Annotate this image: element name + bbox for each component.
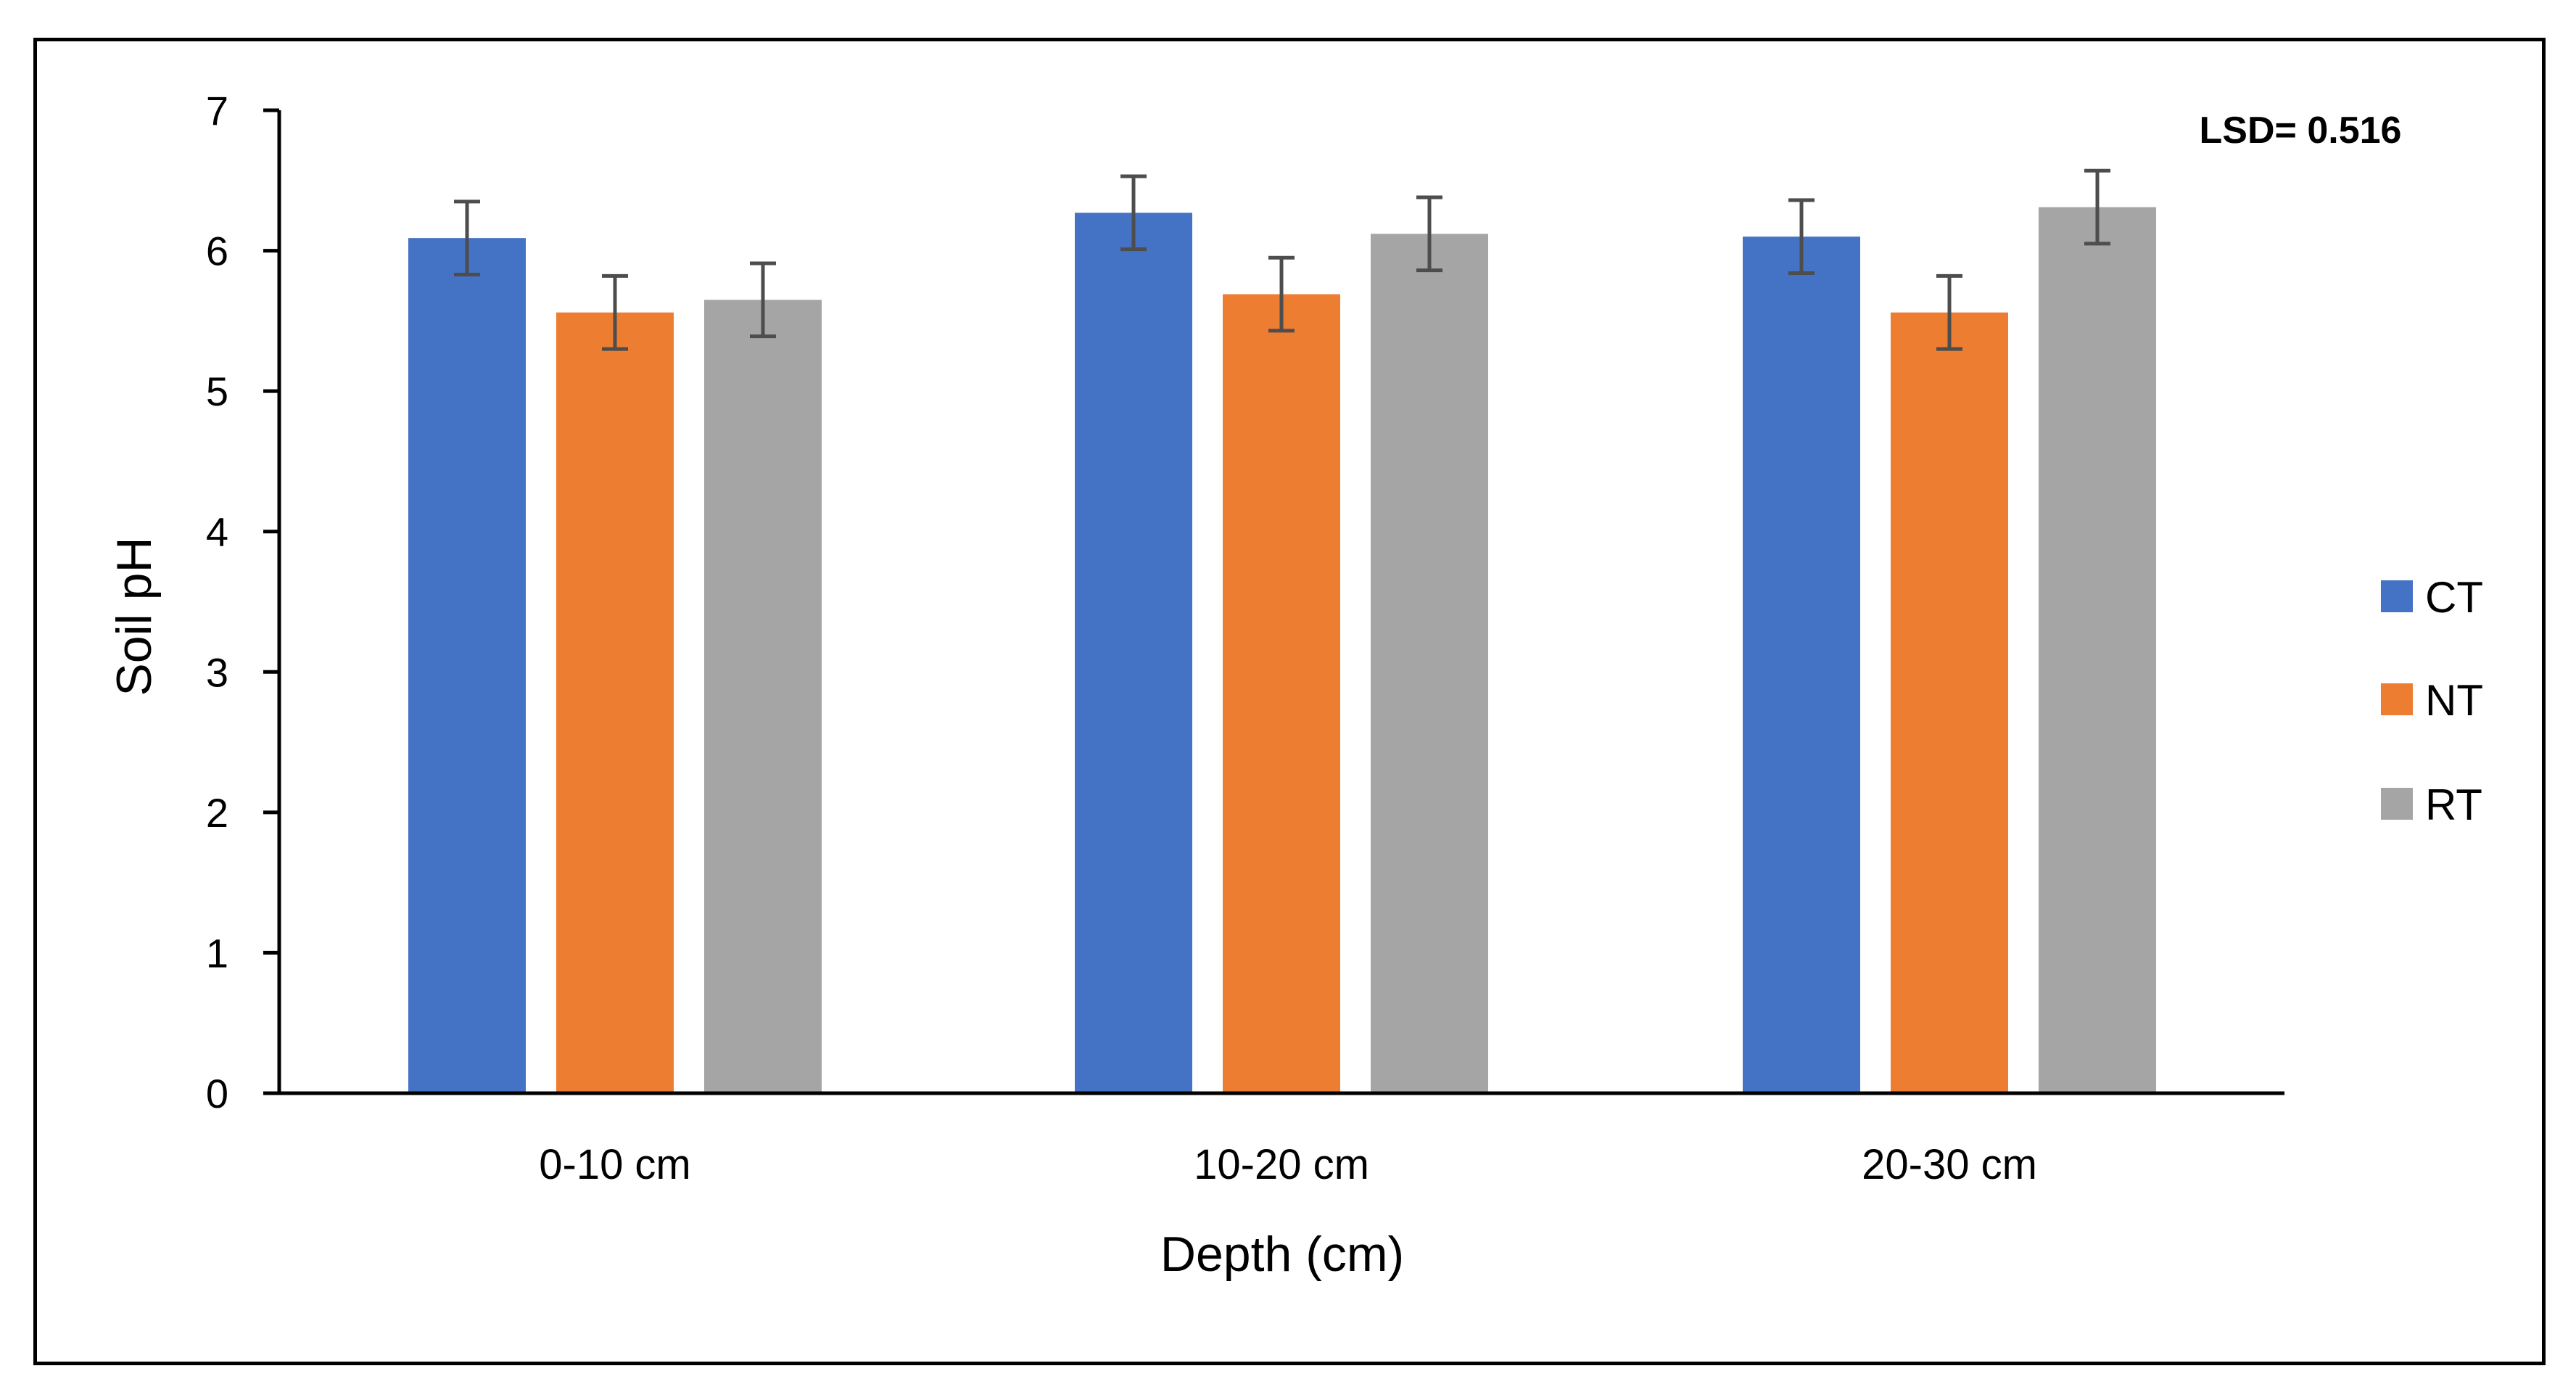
legend-swatch <box>2381 580 2413 612</box>
bar-rt-2 <box>1371 234 1488 1093</box>
bar-nt-3 <box>1891 312 2008 1093</box>
legend-item-rt: RT <box>2381 781 2482 829</box>
y-tick-label: 1 <box>206 930 228 976</box>
bar-nt-1 <box>556 312 674 1093</box>
error-bar-rt-2 <box>1416 195 1442 273</box>
x-tick-label: 0-10 cm <box>539 1141 691 1188</box>
bar-ct-3 <box>1743 236 1860 1093</box>
x-axis-title: Depth (cm) <box>1160 1227 1404 1282</box>
bar-nt-2 <box>1223 294 1340 1093</box>
error-bar-rt-3 <box>2084 168 2110 246</box>
bar-ct-2 <box>1075 213 1192 1093</box>
bar-ct-1 <box>408 238 526 1093</box>
legend-swatch <box>2381 683 2413 715</box>
bar-rt-3 <box>2039 207 2156 1093</box>
y-tick-label: 6 <box>206 229 228 274</box>
legend-item-nt: NT <box>2381 676 2483 725</box>
plot-area <box>408 168 2156 1094</box>
y-tick-label: 3 <box>206 649 228 695</box>
y-axis-title: Soil pH <box>107 537 162 696</box>
x-tick-labels: 0-10 cm 10-20 cm 20-30 cm <box>539 1141 2037 1188</box>
legend-label: RT <box>2425 781 2482 829</box>
error-bar-rt-1 <box>750 261 776 339</box>
bar-rt-1 <box>704 300 822 1094</box>
error-bar-nt-1 <box>602 273 628 351</box>
legend-item-ct: CT <box>2381 573 2483 622</box>
lsd-annotation: LSD= 0.516 <box>2200 110 2402 152</box>
legend-label: NT <box>2425 676 2483 725</box>
y-tick-label: 5 <box>206 369 228 414</box>
y-tick-label: 2 <box>206 790 228 836</box>
y-tick-label: 4 <box>206 509 228 555</box>
legend-swatch <box>2381 788 2413 820</box>
error-bar-ct-1 <box>454 199 480 276</box>
legend: CT NT RT <box>2381 573 2483 829</box>
error-bar-nt-2 <box>1268 255 1295 333</box>
y-ticks: 0 1 2 3 4 5 6 7 <box>206 88 279 1116</box>
error-bar-ct-3 <box>1788 198 1815 276</box>
legend-label: CT <box>2425 573 2483 622</box>
y-tick-label: 0 <box>206 1071 228 1116</box>
x-tick-label: 10-20 cm <box>1194 1141 1369 1188</box>
x-tick-label: 20-30 cm <box>1862 1141 2037 1188</box>
y-tick-label: 7 <box>206 88 228 133</box>
error-bar-nt-3 <box>1936 273 1962 351</box>
error-bar-ct-2 <box>1120 174 1147 252</box>
